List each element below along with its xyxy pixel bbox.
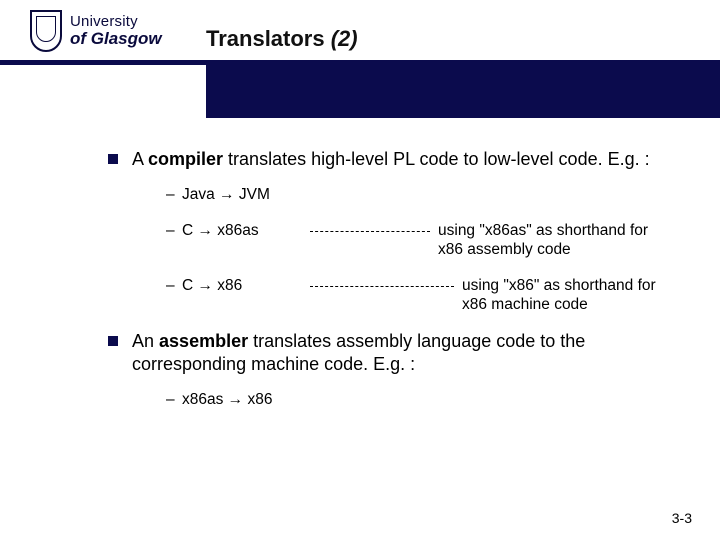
slide-title: Translators (2) xyxy=(206,26,358,52)
sub-item-c-x86as: C → x86as using "x86as" as shorthand for… xyxy=(166,221,660,260)
sub-right: using "x86as" as shorthand for x86 assem… xyxy=(438,221,654,260)
sub-list-assembler: x86as → x86 xyxy=(166,390,660,410)
sub-left: C → x86as xyxy=(182,221,302,241)
navy-bar-thick xyxy=(206,60,720,118)
bullet-compiler: A compiler translates high-level PL code… xyxy=(108,148,660,171)
bullet-bold: assembler xyxy=(159,331,248,351)
bullet-prefix: A xyxy=(132,149,148,169)
slide-body: A compiler translates high-level PL code… xyxy=(108,148,660,426)
logo-line1: University xyxy=(70,14,162,30)
sub-list-compiler: Java → JVM C → x86as using "x86as" as sh… xyxy=(166,185,660,314)
bullet-bold: compiler xyxy=(148,149,223,169)
logo-line2: of Glasgow xyxy=(70,30,162,48)
university-logo: University of Glasgow xyxy=(30,10,162,52)
sub-item-x86as-x86: x86as → x86 xyxy=(166,390,660,410)
sub-right: using "x86" as shorthand for x86 machine… xyxy=(462,276,660,315)
page-number: 3-3 xyxy=(672,510,692,526)
slide-header: University of Glasgow Translators (2) xyxy=(0,0,720,118)
bullet-assembler: An assembler translates assembly languag… xyxy=(108,330,660,376)
bullet-rest: translates high-level PL code to low-lev… xyxy=(223,149,650,169)
sub-left: x86as → x86 xyxy=(182,390,302,410)
bullet-prefix: An xyxy=(132,331,159,351)
callout-dash-icon xyxy=(310,231,430,232)
crest-icon xyxy=(30,10,62,52)
navy-bar-thin xyxy=(0,60,206,65)
sub-left: C → x86 xyxy=(182,276,302,296)
callout-dash-icon xyxy=(310,286,454,287)
sub-item-c-x86: C → x86 using "x86" as shorthand for x86… xyxy=(166,276,660,315)
sub-item-java-jvm: Java → JVM xyxy=(166,185,660,205)
title-suffix: (2) xyxy=(331,26,358,51)
sub-left: Java → JVM xyxy=(182,185,302,205)
logo-text: University of Glasgow xyxy=(70,14,162,48)
title-main: Translators xyxy=(206,26,331,51)
